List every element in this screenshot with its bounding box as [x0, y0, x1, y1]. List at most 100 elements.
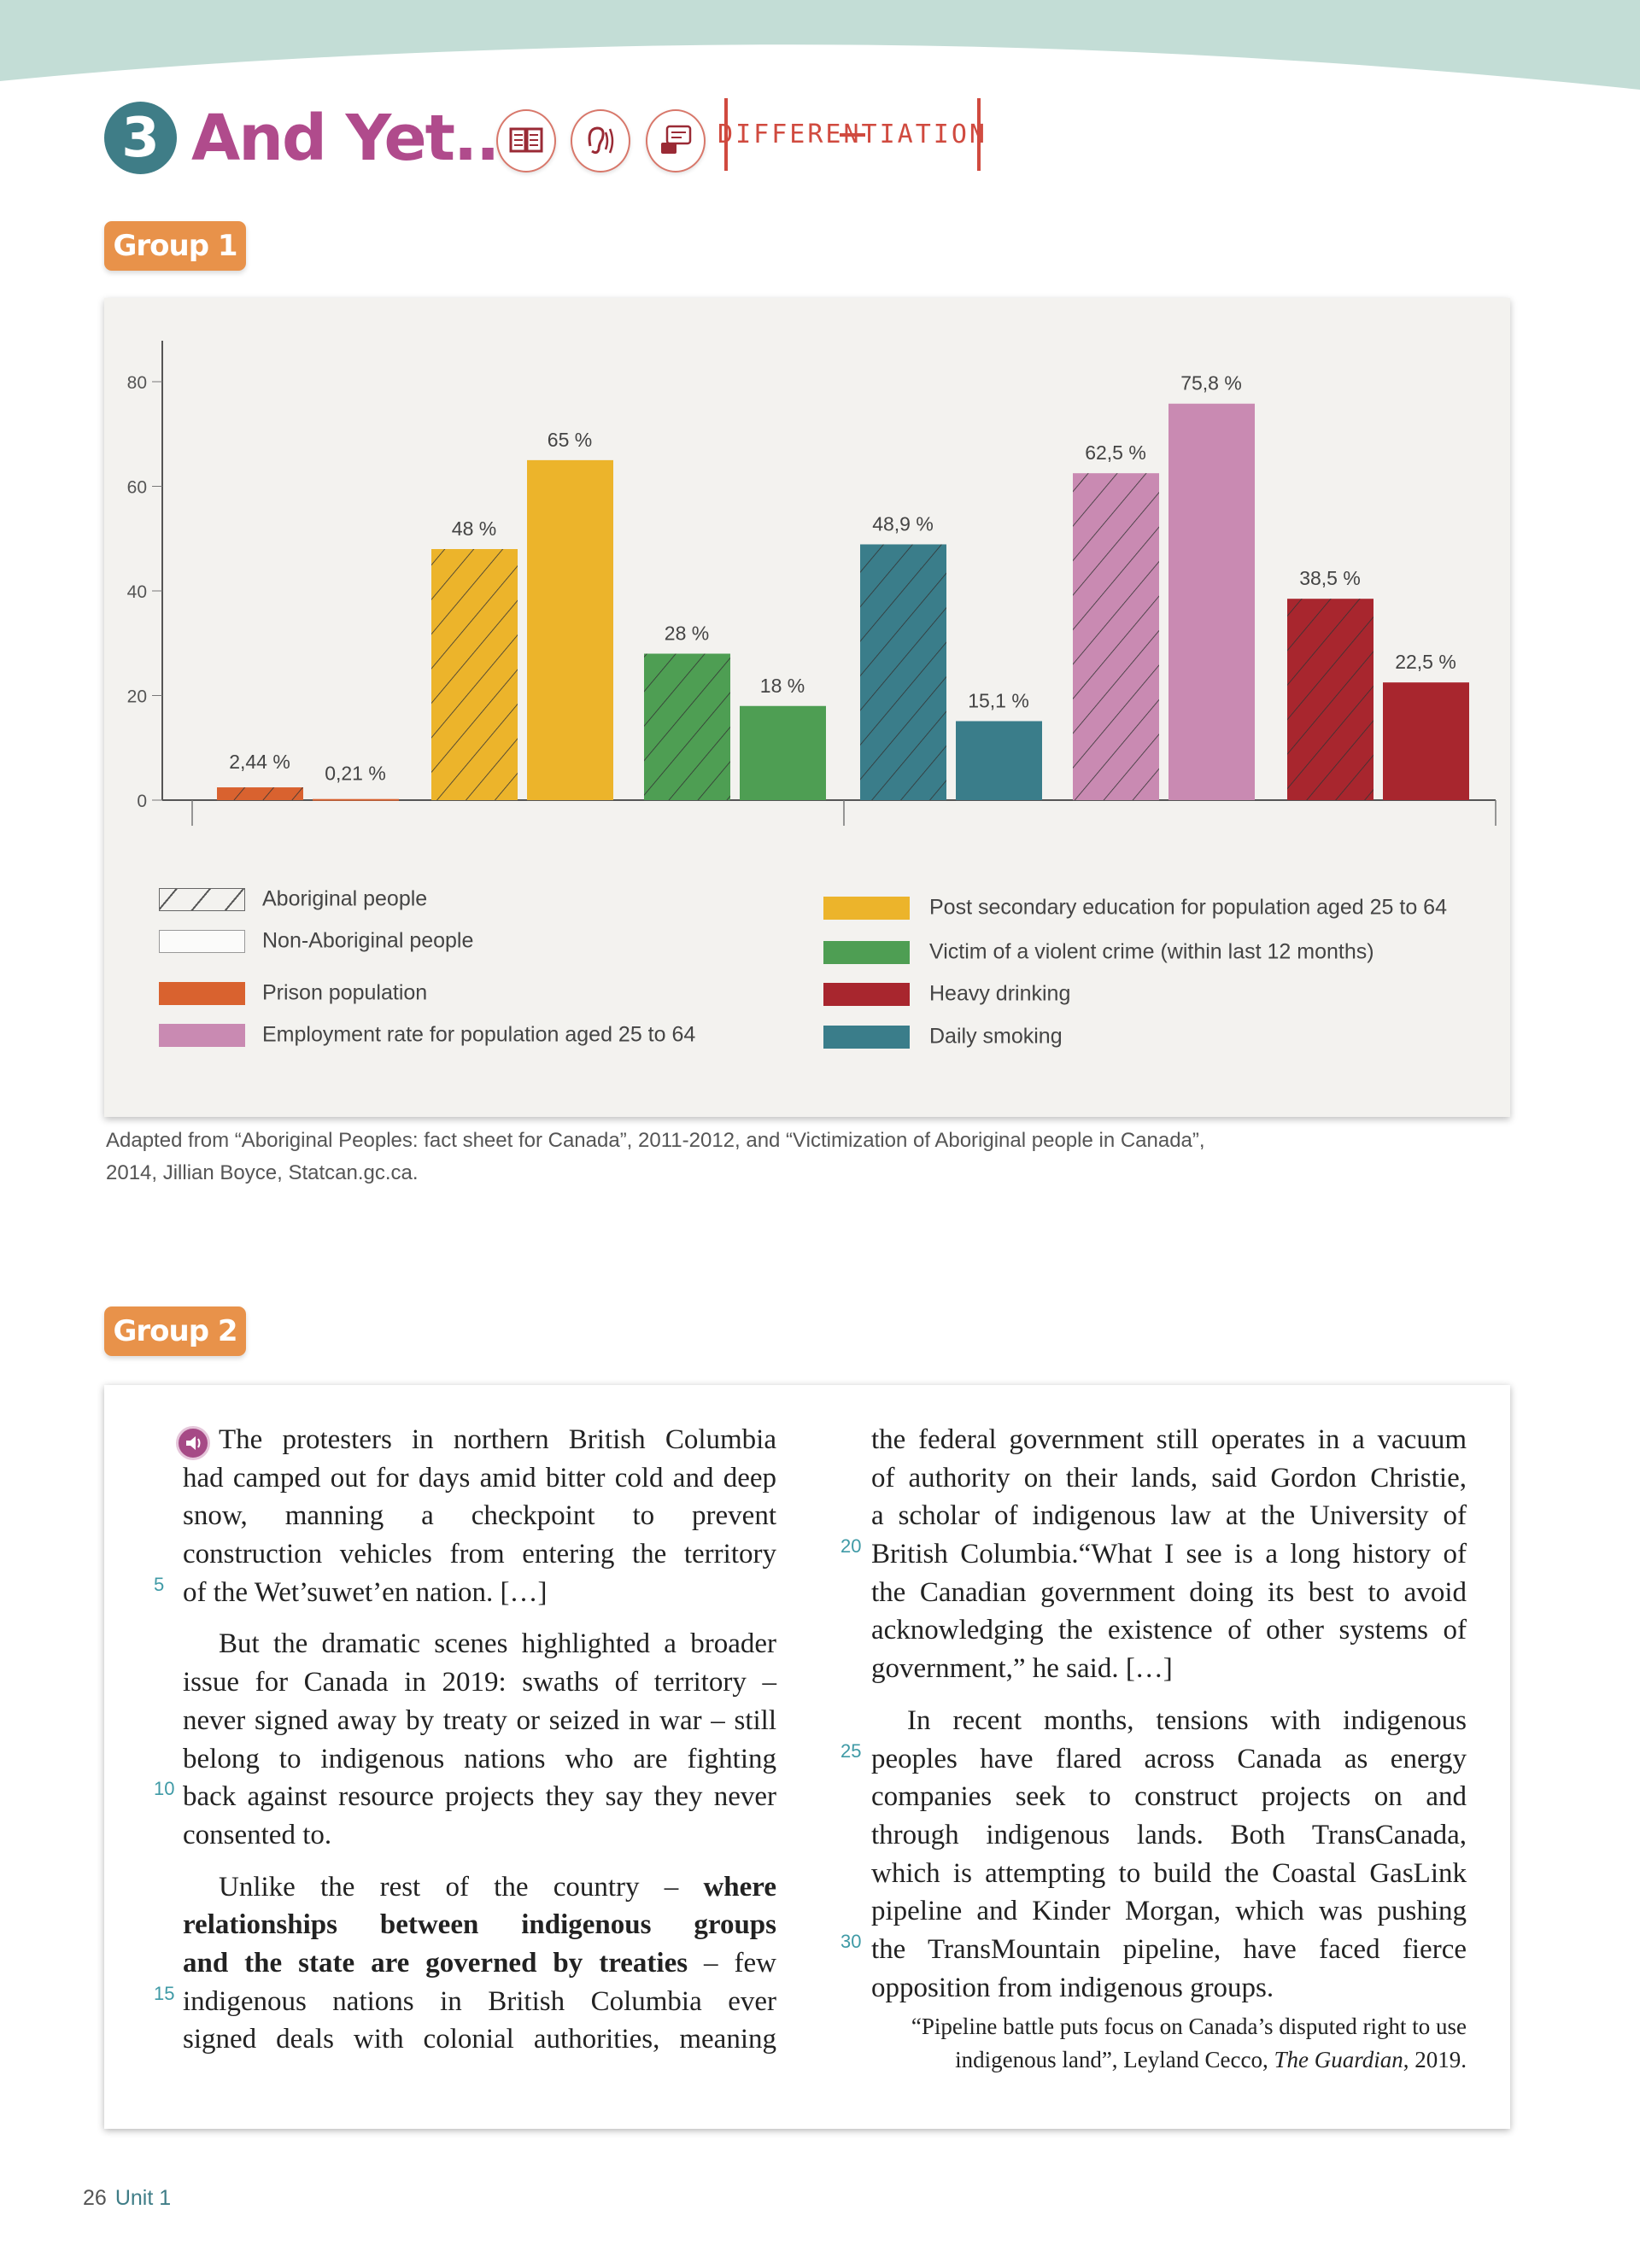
data-label: 38,5 %	[1299, 567, 1361, 589]
text-line: relationships between indigenous groups	[183, 1906, 776, 1944]
citation-year: , 2019.	[1403, 2047, 1467, 2073]
bar-hatch	[1073, 473, 1159, 800]
data-label: 65 %	[548, 429, 592, 451]
text-line: 10 back against resource projects they sa…	[154, 1778, 776, 1816]
text-line: 25 peoples have flared across Canada as e…	[840, 1740, 1467, 1779]
bold-text: where	[703, 1871, 776, 1903]
text-segment: which is attempting to build the Coastal…	[871, 1857, 1467, 1889]
bar-chart: 0 20 40 60 80 2,44 % 0,21 % 48 % 65 % 28 % 18 % 48,…	[127, 341, 1496, 826]
legend-swatch	[823, 897, 910, 920]
text-segment: companies seek to construct projects on …	[871, 1781, 1467, 1813]
article-panel: The protesters in northern British Colum…	[104, 1385, 1510, 2129]
text-segment: never signed away by treaty or seized in…	[183, 1704, 776, 1736]
legend-label: Heavy drinking	[929, 981, 1071, 1006]
line-number: 20	[840, 1535, 862, 1558]
line-number: 15	[154, 1982, 175, 2004]
header-banner	[0, 0, 1640, 90]
data-label: 22,5 %	[1395, 651, 1456, 673]
bar-hatch	[860, 544, 946, 800]
activity-number: 3	[104, 102, 177, 174]
text-segment: opposition from indigenous groups.	[871, 1972, 1274, 2003]
y-tick-label: 20	[127, 687, 147, 707]
bar	[1168, 403, 1255, 800]
legend-label: Aboriginal people	[262, 886, 428, 911]
text-segment: through indigenous lands. Both TransCana…	[871, 1819, 1467, 1850]
text-segment: belong to indigenous nations who are fig…	[183, 1743, 776, 1774]
text-line: issue for Canada in 2019: swaths of terr…	[183, 1663, 776, 1702]
y-tick-label: 0	[137, 792, 147, 811]
unit-label: Unit 1	[114, 2186, 172, 2210]
legend-swatch	[159, 1024, 245, 1047]
bar-hatch	[431, 549, 518, 800]
text-line: never signed away by treaty or seized in…	[183, 1702, 776, 1740]
text-line: But the dramatic scenes highlighted a br…	[183, 1625, 776, 1663]
legend-label: Non-Aboriginal people	[262, 928, 474, 953]
bold-text: and the state are governed by treaties	[183, 1947, 688, 1979]
text-line: snow, manning a checkpoint to prevent	[183, 1497, 776, 1535]
legend-swatch	[159, 888, 245, 911]
text-segment: a scholar of indigenous law at the Unive…	[871, 1500, 1467, 1532]
page-title: And Yet...	[191, 102, 522, 175]
text-segment: Unlike the rest of the country –	[219, 1871, 704, 1903]
text-segment: – few	[688, 1947, 777, 1979]
data-label: 75,8 %	[1180, 372, 1242, 395]
text-segment: consented to.	[183, 1819, 332, 1850]
page-number: 26	[83, 2186, 107, 2210]
text-segment: snow, manning a checkpoint to prevent	[183, 1500, 776, 1532]
chart-panel: 0 20 40 60 80 2,44 % 0,21 % 48 % 65 % 28 % 18 % 48,…	[104, 298, 1510, 1117]
text-segment: issue for Canada in 2019: swaths of terr…	[183, 1667, 776, 1698]
y-tick-label: 80	[127, 373, 147, 393]
text-segment: The protesters in northern British Colum…	[219, 1424, 776, 1455]
y-tick-label: 40	[127, 582, 147, 602]
text-line: Unlike the rest of the country – where	[183, 1868, 776, 1907]
line-number: 30	[840, 1930, 862, 1952]
audio-speaker-icon[interactable]	[176, 1426, 210, 1460]
bar-hatch	[644, 653, 730, 800]
group-2-badge: Group 2	[104, 1306, 246, 1356]
data-label: 18 %	[760, 675, 805, 697]
citation-publication: The Guardian	[1274, 2047, 1403, 2073]
text-segment: pipeline and Kinder Morgan, which was pu…	[871, 1896, 1467, 1927]
data-label: 28 %	[665, 623, 709, 645]
text-line: which is attempting to build the Coastal…	[871, 1855, 1467, 1893]
line-number: 25	[840, 1739, 862, 1762]
reading-book-icon	[496, 109, 556, 172]
text-line: 20 British Columbia.“What I see is a long…	[840, 1535, 1467, 1574]
text-line: and the state are governed by treaties –…	[183, 1944, 776, 1983]
text-segment: British Columbia.“What I see is a long h…	[871, 1539, 1467, 1570]
bar	[527, 459, 613, 800]
bar	[313, 798, 399, 801]
legend-swatch	[159, 930, 245, 953]
text-segment: indigenous nations in British Columbia e…	[183, 1985, 776, 2017]
text-line: 5 of the Wet’suwet’en nation. […]	[154, 1574, 776, 1612]
legend-swatch	[823, 983, 910, 1006]
y-tick-label: 60	[127, 478, 147, 498]
article-column-right: the federal government still operates in…	[840, 1421, 1467, 2077]
data-label: 48,9 %	[872, 512, 934, 535]
text-line: In recent months, tensions with indigeno…	[871, 1702, 1467, 1740]
citation-line-2: indigenous land”, Leyland Cecco, The Gua…	[871, 2043, 1467, 2077]
text-segment: But the dramatic scenes highlighted a br…	[219, 1628, 776, 1660]
citation-line-1: “Pipeline battle puts focus on Canada’s …	[911, 2014, 1467, 2040]
text-segment: In recent months, tensions with indigeno…	[907, 1704, 1467, 1736]
bar	[740, 705, 826, 800]
page-footer: 26 Unit 1	[83, 2186, 171, 2211]
text-line: belong to indigenous nations who are fig…	[183, 1740, 776, 1779]
group-1-badge: Group 1	[104, 221, 246, 271]
text-line: of authority on their lands, said Gordon…	[871, 1459, 1467, 1498]
text-segment: the federal government still operates in…	[871, 1424, 1467, 1455]
text-segment: the Canadian government doing its best t…	[871, 1576, 1467, 1608]
text-segment: construction vehicles from entering the …	[183, 1539, 776, 1570]
data-label: 2,44 %	[229, 751, 290, 773]
differentiation-tag: DIFFERENTIATION	[718, 98, 985, 171]
text-line: the Canadian government doing its best t…	[871, 1574, 1467, 1612]
legend-label: Victim of a violent crime (within last 1…	[929, 939, 1374, 964]
data-label: 62,5 %	[1085, 441, 1146, 464]
text-segment: back against resource projects they say …	[183, 1781, 776, 1813]
legend-swatch	[823, 1026, 910, 1049]
source-line-1: Adapted from “Aboriginal Peoples: fact s…	[106, 1129, 1205, 1152]
text-line: 30 the TransMountain pipeline, have faced…	[840, 1931, 1467, 1969]
text-line: had camped out for days amid bitter cold…	[183, 1459, 776, 1498]
text-segment: the TransMountain pipeline, have faced f…	[871, 1933, 1467, 1965]
legend-label: Employment rate for population aged 25 t…	[262, 1022, 696, 1047]
